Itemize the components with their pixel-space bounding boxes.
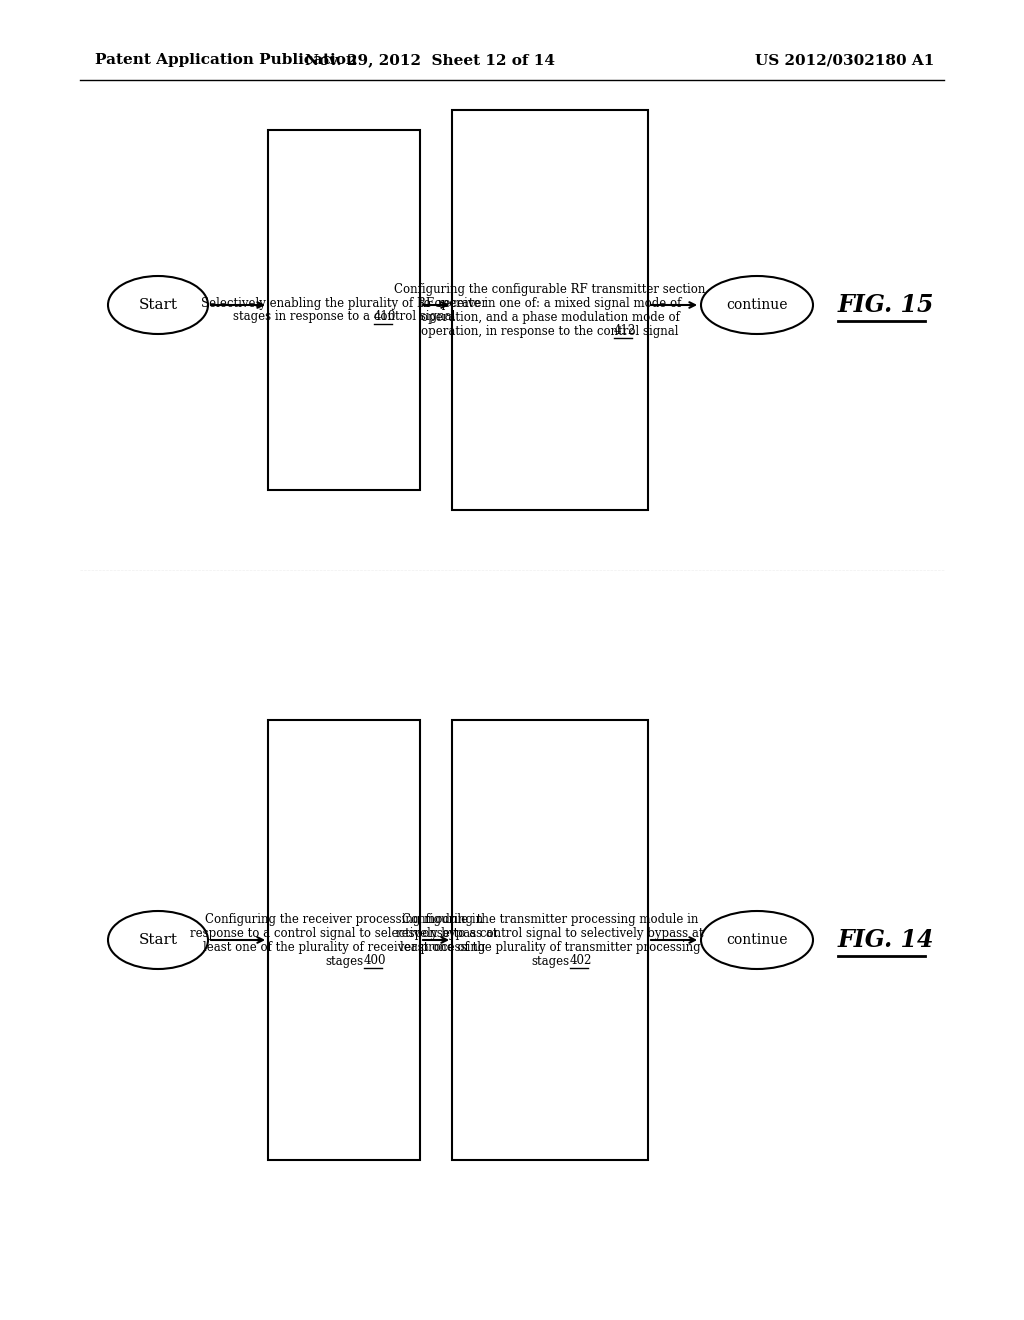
FancyBboxPatch shape [268, 719, 420, 1160]
Ellipse shape [701, 911, 813, 969]
Text: response to a control signal to selectively bypass at: response to a control signal to selectiv… [396, 927, 703, 940]
Text: to operate in one of: a mixed signal mode of: to operate in one of: a mixed signal mod… [419, 297, 681, 309]
FancyBboxPatch shape [268, 129, 420, 490]
Text: Start: Start [138, 298, 177, 312]
Text: US 2012/0302180 A1: US 2012/0302180 A1 [756, 53, 935, 67]
Text: Start: Start [138, 933, 177, 946]
FancyBboxPatch shape [452, 110, 648, 510]
Text: least one of the plurality of receiver processing: least one of the plurality of receiver p… [203, 940, 485, 953]
Text: 412: 412 [614, 325, 636, 338]
Text: Selectively enabling the plurality of RF receiver: Selectively enabling the plurality of RF… [201, 297, 487, 310]
Text: Configuring the configurable RF transmitter section: Configuring the configurable RF transmit… [394, 282, 706, 296]
Text: Configuring the transmitter processing module in: Configuring the transmitter processing m… [401, 912, 698, 925]
Text: Nov. 29, 2012  Sheet 12 of 14: Nov. 29, 2012 Sheet 12 of 14 [305, 53, 555, 67]
Text: stages: stages [325, 954, 364, 968]
Text: FIG. 15: FIG. 15 [838, 293, 935, 317]
Text: operation, and a phase modulation mode of: operation, and a phase modulation mode o… [421, 310, 680, 323]
Text: operation, in response to the control signal: operation, in response to the control si… [421, 325, 679, 338]
Text: continue: continue [726, 933, 787, 946]
Text: stages: stages [530, 954, 569, 968]
Text: FIG. 14: FIG. 14 [838, 928, 935, 952]
Text: Patent Application Publication: Patent Application Publication [95, 53, 357, 67]
Text: least one of the plurality of transmitter processing: least one of the plurality of transmitte… [399, 940, 700, 953]
Text: stages in response to a control signal: stages in response to a control signal [232, 310, 456, 323]
Ellipse shape [108, 911, 208, 969]
Text: 410: 410 [374, 310, 396, 323]
Text: response to a control signal to selectively bypass at: response to a control signal to selectiv… [190, 927, 498, 940]
Text: 402: 402 [570, 954, 592, 968]
Text: Configuring the receiver processing module in: Configuring the receiver processing modu… [205, 912, 483, 925]
Text: 400: 400 [364, 954, 386, 968]
FancyBboxPatch shape [452, 719, 648, 1160]
Ellipse shape [108, 276, 208, 334]
Ellipse shape [701, 276, 813, 334]
Text: continue: continue [726, 298, 787, 312]
